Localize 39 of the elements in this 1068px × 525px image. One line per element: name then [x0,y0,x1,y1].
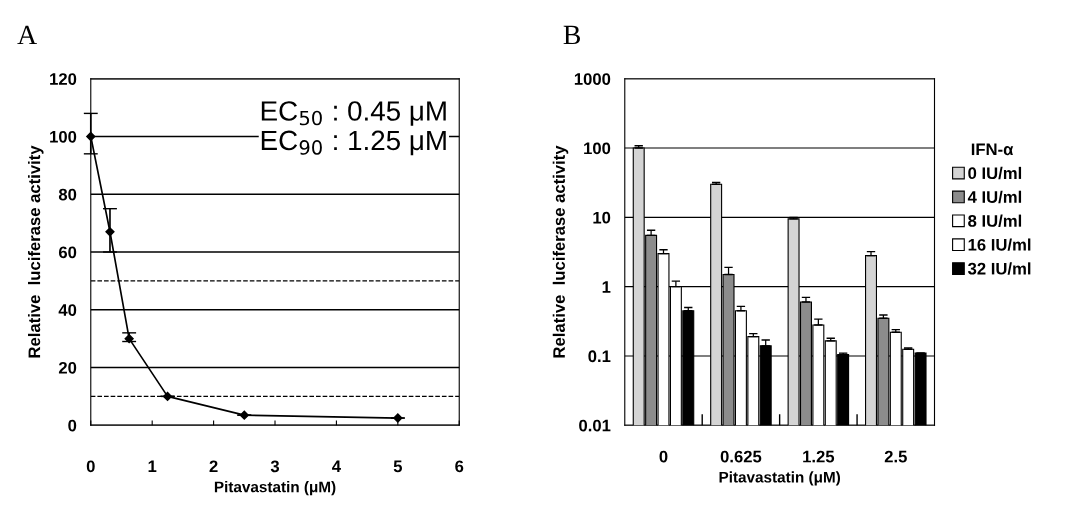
x-tick-label: 0 [86,460,95,473]
chart-title: B [563,25,581,45]
x-tick-label: 6 [455,460,464,473]
x-tick-label: 3 [270,460,280,473]
y-tick-label: 0.01 [579,419,611,432]
annotation: EC$_{50}$ : 0.45 μM [261,101,446,126]
x-tick-label: 4 [332,460,341,473]
y-tick-label: 0 [68,419,77,432]
y-tick-label: 120 [50,73,77,85]
x-tick-label: 0.625 [720,450,762,463]
x-axis-title: Pitavastatin (μM) [214,481,336,496]
y-tick-label: 20 [58,361,77,374]
x-tick-label: 2.5 [884,450,907,463]
x-axis-title: Pitavastatin (μM) [719,471,841,486]
legend-label: 8 IU/ml [968,214,1022,227]
x-tick-label: 2 [209,460,218,473]
legend-title: IFN-α [971,143,1014,156]
y-tick-label: 10 [593,211,611,224]
y-tick-label: 80 [58,188,77,201]
y-tick-label: 100 [50,130,77,143]
x-tick-label: 5 [393,460,402,473]
y-tick-label: 0.1 [588,350,611,363]
y-tick-label: 40 [58,304,77,316]
annotation: EC$_{90}$ : 1.25 μM [261,130,446,156]
y-tick-label: 100 [584,142,611,155]
y-tick-label: 1000 [574,73,611,85]
y-axis-title: Relative luciferase activity [552,145,569,358]
point [162,391,173,401]
y-tick-label: 1 [602,281,611,293]
chart-title: A [17,25,37,45]
y-axis-title: Relative luciferase activity [27,145,44,358]
legend-label: 0 IU/ml [968,166,1022,180]
x-tick-label: 1 [148,460,157,473]
y-tick-label: 60 [58,246,77,259]
x-tick-label: 0 [659,450,668,463]
x-tick-label: 1.25 [803,450,835,463]
legend-label: 4 IU/ml [967,190,1022,204]
legend-label: 16 IU/ml [968,238,1031,251]
legend-label: 32 IU/ml [967,262,1031,275]
